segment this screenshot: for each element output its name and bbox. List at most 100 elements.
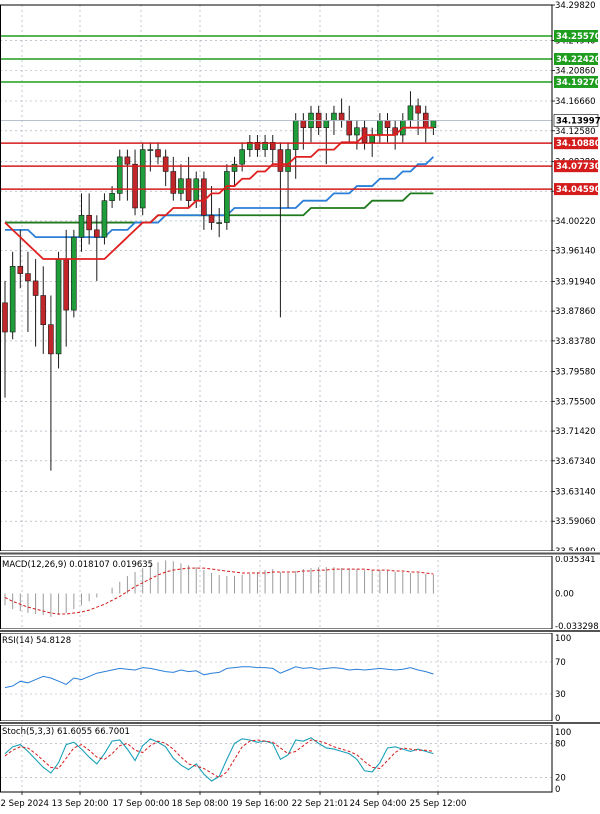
time-tick-label: 22 Sep 21:01 bbox=[292, 799, 349, 809]
support-tag: 34.10880 bbox=[556, 139, 600, 149]
time-tick-label: 18 Sep 08:00 bbox=[172, 799, 229, 809]
current-price-tag: 34.13997 bbox=[556, 116, 600, 126]
candle-body bbox=[162, 156, 169, 172]
price-tick-label: 33.87860 bbox=[555, 307, 596, 317]
current-price-tag-bg bbox=[553, 114, 599, 127]
candle-body bbox=[262, 142, 268, 150]
rsi-panel: 100 70 30 0 bbox=[0, 634, 571, 724]
candle-body bbox=[384, 120, 391, 129]
candle-body bbox=[323, 120, 330, 129]
candle-body bbox=[377, 120, 383, 136]
resistance-tag: 34.22420 bbox=[556, 55, 600, 65]
candle-body bbox=[86, 214, 92, 231]
price-tick-label: 33.91940 bbox=[555, 277, 596, 287]
candle-body bbox=[116, 156, 123, 194]
main-grid bbox=[0, 4, 552, 792]
ma-red-line bbox=[4, 126, 434, 260]
stoch-d-line bbox=[4, 739, 434, 779]
candle-body bbox=[109, 193, 115, 201]
macd-tick-label: 0.035341 bbox=[555, 555, 596, 565]
candle-body bbox=[415, 105, 421, 114]
macd-tick-label: 0.00 bbox=[555, 589, 574, 599]
stoch-tick-label: 100 bbox=[555, 728, 571, 738]
resistance-tag: 34.25570 bbox=[556, 32, 600, 42]
candle-body bbox=[17, 266, 24, 274]
macd-title: MACD(12,26,9) 0.018107 0.019635 bbox=[2, 560, 153, 570]
candle-body bbox=[430, 120, 437, 129]
macd-signal-line bbox=[4, 567, 434, 615]
panel-frames bbox=[0, 4, 600, 793]
candle-body bbox=[224, 171, 230, 223]
candle-body bbox=[201, 178, 207, 216]
support-tag-bg bbox=[554, 183, 598, 196]
candle-body bbox=[155, 149, 161, 158]
candle-body bbox=[139, 149, 146, 209]
candle-body bbox=[2, 302, 8, 333]
candle-body bbox=[55, 258, 62, 355]
candle-body bbox=[71, 236, 77, 311]
candle-body bbox=[94, 229, 100, 238]
resistance-tag-bg bbox=[554, 75, 598, 88]
time-tick-label: 17 Sep 00:00 bbox=[113, 799, 170, 809]
candle-body bbox=[124, 156, 131, 165]
candle-body bbox=[78, 214, 85, 238]
support-tag: 34.04590 bbox=[556, 185, 600, 195]
candle-body bbox=[178, 178, 184, 194]
price-tick-label: 33.59060 bbox=[555, 517, 596, 527]
resistance-tag-bg bbox=[554, 52, 598, 65]
candle-body bbox=[63, 258, 70, 311]
macd-tick-label: -0.033298 bbox=[555, 622, 599, 632]
price-tick-label: 33.63140 bbox=[555, 487, 596, 497]
time-tick-label: 25 Sep 12:00 bbox=[410, 799, 467, 809]
support-tag: 34.07730 bbox=[556, 162, 600, 172]
price-tick-label: 33.67340 bbox=[555, 457, 596, 467]
candle-body bbox=[338, 112, 345, 121]
horizontal-levels bbox=[0, 35, 552, 190]
time-tick-label: 19 Sep 16:00 bbox=[232, 799, 289, 809]
candle-body bbox=[25, 273, 31, 282]
rsi-tick-label: 70 bbox=[555, 658, 566, 668]
stoch-tick-label: 20 bbox=[555, 774, 566, 784]
price-tick-label: 33.79580 bbox=[555, 368, 596, 378]
price-tick-label: 34.12580 bbox=[555, 127, 596, 137]
candle-body bbox=[48, 324, 54, 355]
price-tick-label: 34.20860 bbox=[555, 66, 596, 76]
stoch-tick-label: 0 bbox=[555, 785, 560, 795]
candle-body bbox=[331, 112, 337, 121]
time-tick-label: 12 Sep 2024 bbox=[0, 799, 49, 809]
resistance-tag: 34.19270 bbox=[556, 78, 600, 88]
price-tick-label: 34.29820 bbox=[555, 1, 596, 11]
price-tick-label: 33.83780 bbox=[555, 337, 596, 347]
support-tag-bg bbox=[554, 137, 598, 150]
candle-body bbox=[208, 214, 215, 223]
candle-body bbox=[247, 142, 253, 150]
candle-body bbox=[300, 120, 307, 129]
candle-body bbox=[9, 266, 16, 333]
candle-body bbox=[132, 163, 138, 209]
candle-body bbox=[407, 105, 414, 121]
candle-body bbox=[101, 200, 108, 238]
rsi-title: RSI(14) 54.8128 bbox=[2, 636, 71, 646]
ma-red-polyline bbox=[4, 126, 434, 260]
time-axis: 12 Sep 2024 13 Sep 20:00 17 Sep 00:00 18 Se… bbox=[0, 792, 466, 809]
rsi-tick-label: 30 bbox=[555, 690, 566, 700]
candle-body bbox=[254, 142, 261, 150]
price-tick-label: 34.16660 bbox=[555, 97, 596, 107]
candle-body bbox=[40, 295, 47, 325]
candle-body bbox=[277, 149, 284, 172]
candle-body bbox=[354, 127, 360, 136]
candle-body bbox=[216, 222, 222, 224]
candle-body bbox=[269, 142, 276, 150]
candle-body bbox=[239, 149, 245, 165]
price-tick-label: 34.00220 bbox=[555, 217, 596, 227]
stoch-title: Stoch(5,3,3) 61.6055 66.7001 bbox=[2, 727, 130, 737]
macd-panel: 0.035341 0.00 -0.033298 bbox=[4, 555, 599, 632]
candle-body bbox=[147, 149, 154, 151]
time-tick-label: 24 Sep 04:00 bbox=[350, 799, 407, 809]
support-tag-bg bbox=[554, 160, 598, 173]
rsi-line bbox=[4, 666, 434, 689]
rsi-tick-label: 0 bbox=[555, 714, 560, 724]
